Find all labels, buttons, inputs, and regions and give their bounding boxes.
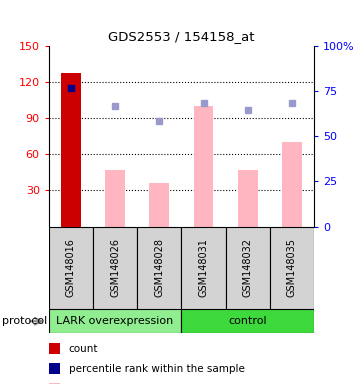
Bar (226, 227, 270, 309)
Bar (182, 227, 226, 309)
Text: GSM148028: GSM148028 (154, 238, 164, 297)
Bar (137, 227, 182, 309)
Text: protocol: protocol (2, 316, 47, 326)
Text: GSM148032: GSM148032 (243, 238, 253, 297)
Text: GSM148031: GSM148031 (199, 238, 209, 297)
Text: GSM148035: GSM148035 (287, 238, 297, 297)
Text: GSM148026: GSM148026 (110, 238, 120, 297)
Text: percentile rank within the sample: percentile rank within the sample (69, 364, 244, 374)
Text: GSM148016: GSM148016 (66, 238, 76, 297)
Bar (193, 106, 213, 227)
Bar (61, 73, 81, 227)
Bar (149, 183, 169, 227)
Bar (282, 142, 302, 227)
Bar (49, 309, 182, 333)
Text: control: control (229, 316, 267, 326)
Bar (270, 227, 314, 309)
Text: LARK overexpression: LARK overexpression (56, 316, 174, 326)
Bar (238, 170, 258, 227)
Bar (105, 170, 125, 227)
Title: GDS2553 / 154158_at: GDS2553 / 154158_at (108, 30, 255, 43)
Bar (49, 227, 93, 309)
Text: count: count (69, 344, 98, 354)
Bar (182, 309, 314, 333)
Bar (93, 227, 137, 309)
